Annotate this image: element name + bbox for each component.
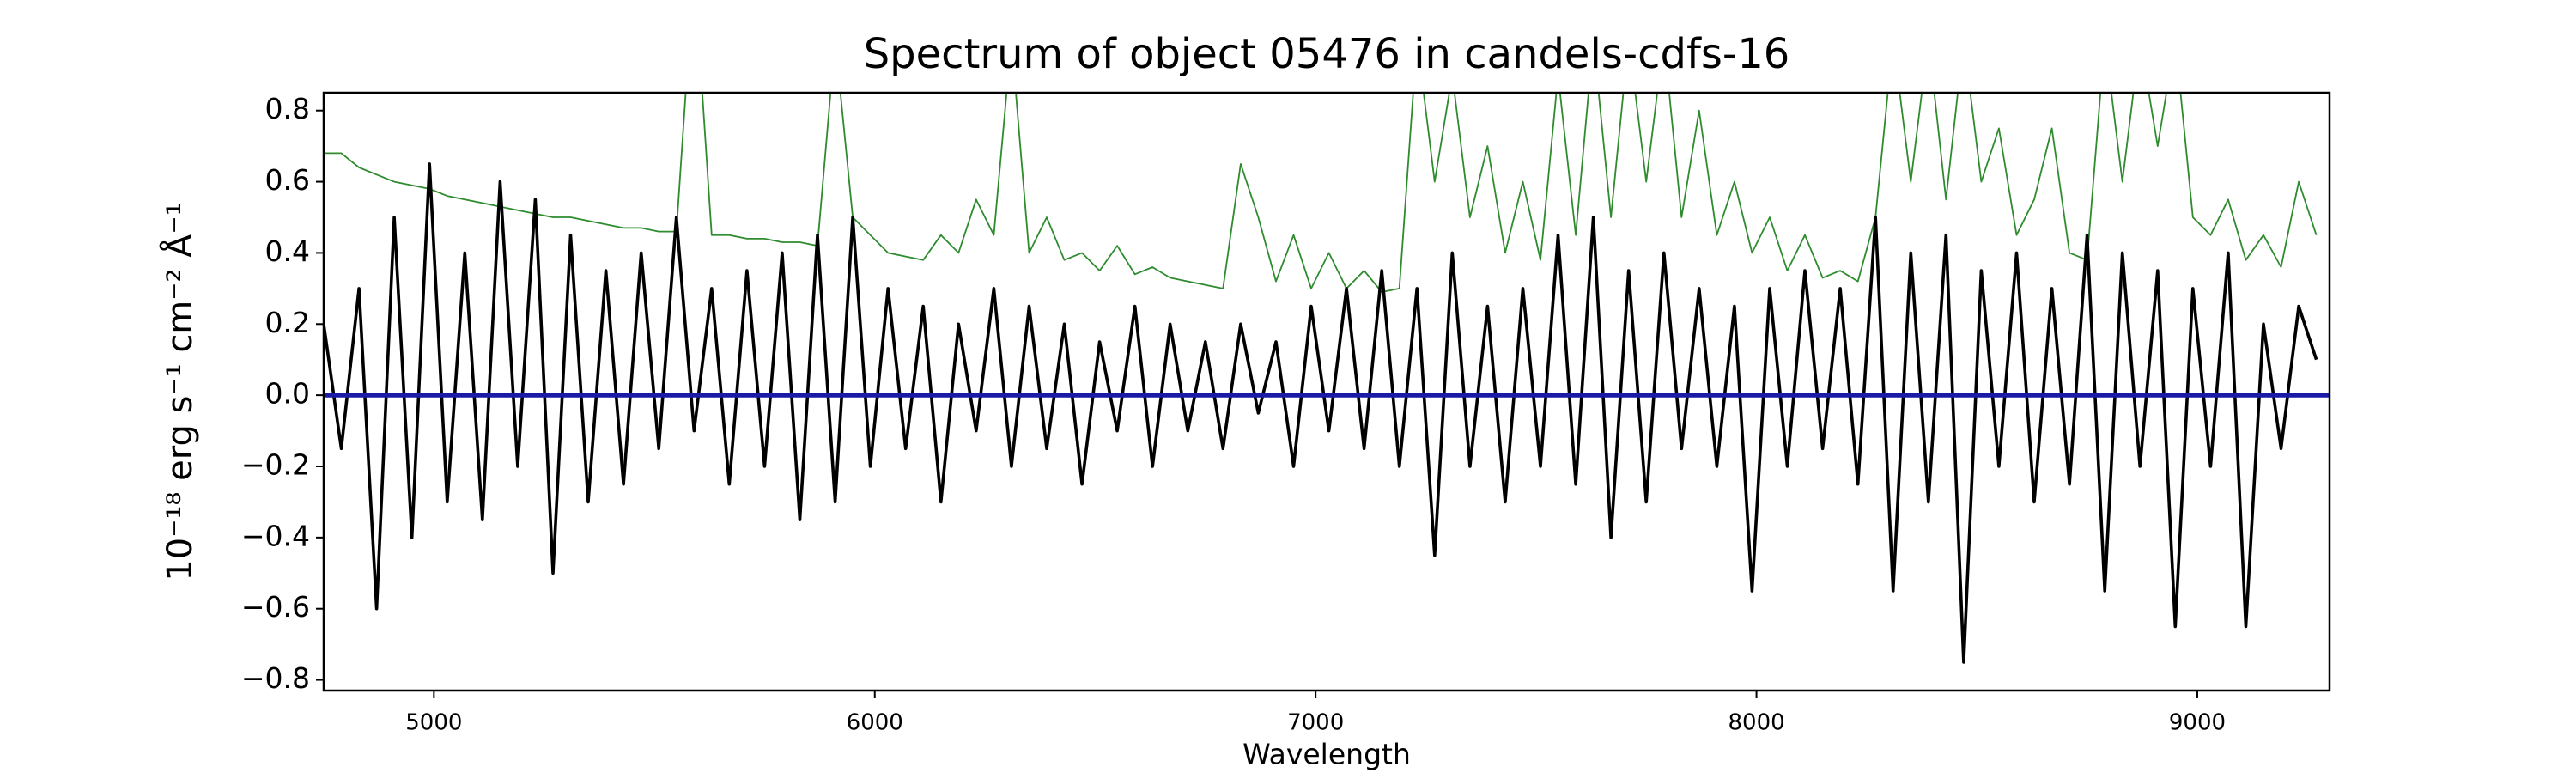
spectrum-line	[324, 162, 2318, 664]
x-tick-label: 7000	[1287, 710, 1344, 736]
spectrum-line	[324, 93, 2318, 293]
y-tick-label: 0.6	[265, 163, 310, 197]
y-tick-label: −0.8	[241, 661, 310, 695]
y-tick-label: 0.2	[265, 306, 310, 339]
chart-title: Spectrum of object 05476 in candels-cdfs…	[864, 30, 1790, 78]
y-tick-label: 0.4	[265, 234, 310, 268]
y-axis-label: 10⁻¹⁸ erg s⁻¹ cm⁻² Å⁻¹	[159, 202, 200, 581]
y-tick-label: −0.4	[241, 519, 310, 552]
x-tick-label: 6000	[847, 710, 903, 736]
x-tick-label: 5000	[405, 710, 462, 736]
y-tick-label: −0.2	[241, 448, 310, 482]
y-tick-label: 0.8	[265, 92, 310, 125]
x-tick-label: 8000	[1728, 710, 1784, 736]
y-tick-label: −0.6	[241, 590, 310, 624]
x-axis-label: Wavelength	[1242, 738, 1411, 771]
plot-frame	[322, 91, 2331, 692]
x-tick-label: 9000	[2169, 710, 2226, 736]
y-tick-label: 0.0	[265, 377, 310, 411]
plot-area	[324, 93, 2330, 664]
